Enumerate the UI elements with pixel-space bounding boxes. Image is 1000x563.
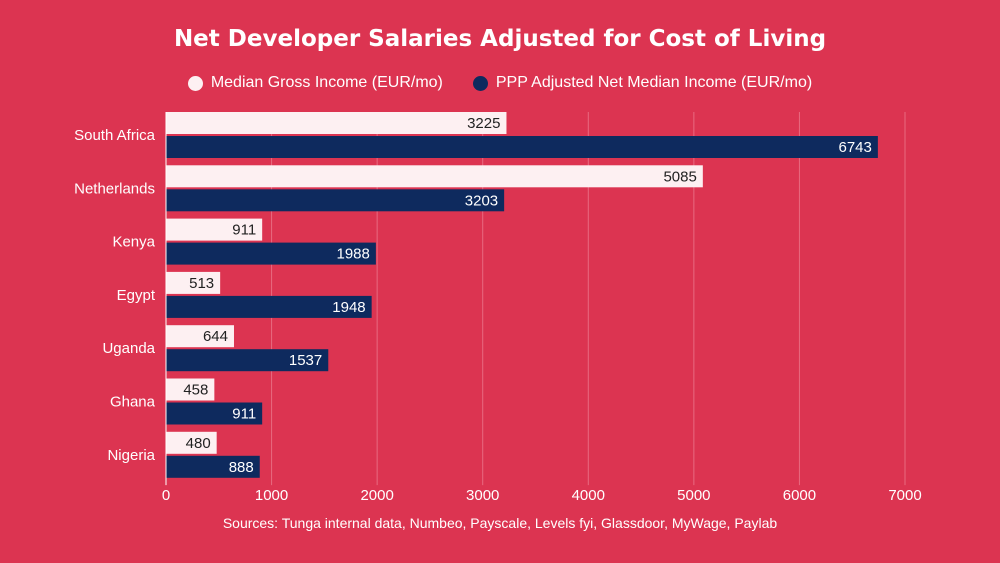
bar bbox=[166, 112, 507, 134]
bar bbox=[166, 165, 703, 188]
x-tick-label: 0 bbox=[162, 487, 170, 504]
bar bbox=[166, 455, 260, 478]
data-label: 1537 bbox=[289, 352, 322, 369]
bar bbox=[166, 242, 376, 265]
data-label: 1948 bbox=[332, 299, 365, 316]
category-label: Uganda bbox=[102, 340, 155, 357]
x-tick-label: 7000 bbox=[888, 487, 921, 504]
data-label: 911 bbox=[232, 406, 256, 423]
bar bbox=[166, 349, 329, 372]
data-label: 911 bbox=[232, 222, 256, 239]
bar bbox=[166, 325, 234, 348]
legend-label-ppp: PPP Adjusted Net Median Income (EUR/mo) bbox=[495, 74, 813, 91]
chart-title: Net Developer Salaries Adjusted for Cost… bbox=[173, 26, 827, 52]
x-tick-label: 2000 bbox=[360, 487, 393, 504]
data-label: 1988 bbox=[337, 246, 370, 263]
x-tick-label: 5000 bbox=[677, 487, 710, 504]
bar bbox=[166, 402, 263, 425]
category-label: Ghana bbox=[110, 394, 156, 411]
category-label: Kenya bbox=[112, 234, 155, 251]
data-label: 3203 bbox=[465, 192, 498, 209]
category-label: Egypt bbox=[117, 287, 156, 304]
category-label: Nigeria bbox=[107, 447, 155, 464]
bar bbox=[166, 431, 217, 454]
x-tick-label: 3000 bbox=[466, 487, 499, 504]
x-tick-label: 1000 bbox=[255, 487, 288, 504]
x-tick-label: 4000 bbox=[572, 487, 605, 504]
bar bbox=[166, 136, 878, 158]
data-label: 480 bbox=[186, 435, 211, 452]
data-label: 5085 bbox=[663, 168, 696, 185]
legend-item-gross: Median Gross Income (EUR/mo) bbox=[187, 74, 443, 92]
chart-legend: Median Gross Income (EUR/mo) PPP Adjuste… bbox=[0, 74, 1000, 92]
bar bbox=[166, 189, 505, 212]
bar bbox=[166, 218, 263, 241]
category-label: Netherlands bbox=[74, 180, 155, 197]
category-label: South Africa bbox=[74, 127, 156, 144]
data-label: 3225 bbox=[467, 115, 500, 132]
data-label: 888 bbox=[229, 459, 254, 476]
legend-label-gross: Median Gross Income (EUR/mo) bbox=[210, 74, 443, 91]
bar bbox=[166, 378, 215, 401]
data-label: 6743 bbox=[838, 139, 871, 156]
source-note: Sources: Tunga internal data, Numbeo, Pa… bbox=[222, 515, 778, 531]
legend-item-ppp: PPP Adjusted Net Median Income (EUR/mo) bbox=[472, 74, 813, 92]
legend-swatch-ppp bbox=[472, 75, 488, 91]
bar bbox=[166, 295, 372, 318]
data-label: 644 bbox=[203, 328, 228, 345]
bar bbox=[166, 271, 221, 294]
data-label: 458 bbox=[183, 382, 208, 399]
x-tick-label: 6000 bbox=[783, 487, 816, 504]
legend-swatch-gross bbox=[187, 75, 203, 91]
data-label: 513 bbox=[189, 275, 214, 292]
